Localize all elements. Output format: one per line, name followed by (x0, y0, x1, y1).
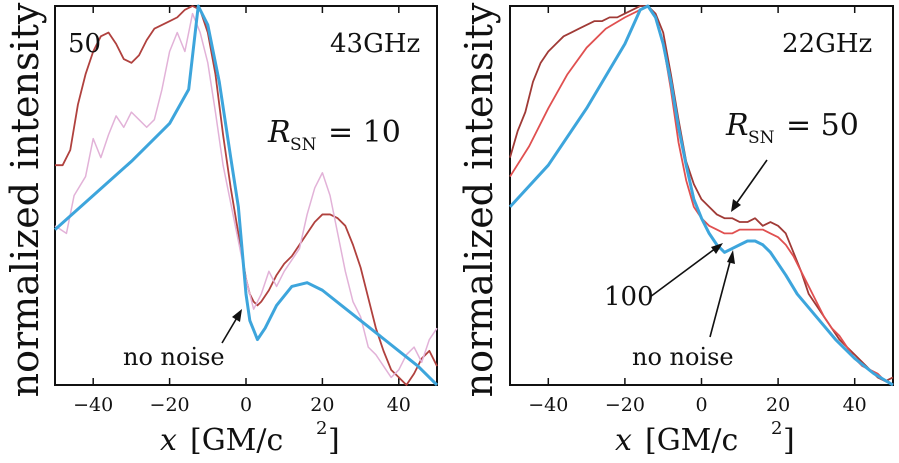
right-label-100: 100 (604, 282, 654, 312)
right-series-line-2 (509, 5, 894, 383)
left-xtick-label-3: 20 (310, 394, 334, 416)
left-no-noise-label: no noise (123, 343, 225, 371)
left-rsn-rhs: = 10 (328, 115, 401, 150)
left-series-line-1 (54, 12, 438, 379)
right-xtick-label-3: 20 (766, 394, 790, 416)
left-rsn-sub: SN (290, 135, 317, 155)
left-panel-tag: 43GHz (330, 29, 420, 59)
right-xlabel-var: x (615, 423, 632, 458)
right-no-noise-label: no noise (632, 343, 734, 371)
left-plot-frame (54, 5, 438, 386)
right-plot-frame (509, 5, 894, 386)
left-series-group (54, 4, 439, 387)
right-rsn-lhs: R (725, 108, 749, 143)
left-xlabel: x [GM/c 2 ] (160, 418, 340, 458)
left-series-line-2 (55, 5, 438, 386)
right-xticks: −40 −20 0 20 40 (528, 6, 867, 416)
left-xticks: −40 −20 0 20 40 (73, 6, 411, 416)
right-ylabel: normalized intensity (457, 2, 501, 397)
right-100-arrow (649, 243, 723, 298)
right-panel: normalized intensity −40 −20 0 20 40 22GHz R… (457, 2, 894, 458)
right-xtick-label-4: 40 (843, 394, 867, 416)
right-xlabel-exp: 2 (771, 418, 782, 439)
left-xtick-label-2: 0 (240, 394, 252, 416)
left-xtick-label-4: 40 (387, 394, 411, 416)
left-xtick-label-1: −20 (150, 394, 190, 416)
left-xlabel-close: ] (328, 423, 340, 458)
left-rsn-label: R SN = 10 (267, 115, 401, 155)
right-panel-tag: 22GHz (782, 29, 872, 59)
right-xtick-label-0: −40 (528, 394, 568, 416)
right-xtick-label-1: −20 (605, 394, 645, 416)
left-xlabel-var: x (160, 423, 177, 458)
left-annotation-50: 50 (68, 29, 101, 59)
right-xlabel-close: ] (783, 423, 795, 458)
right-rsn-sub: SN (748, 128, 775, 148)
right-xlabel-unit: [GM/c (645, 423, 738, 458)
right-no-noise-arrow (709, 250, 735, 338)
left-ylabel: normalized intensity (3, 2, 47, 397)
right-rsn-arrow (731, 159, 768, 212)
left-xlabel-exp: 2 (316, 418, 327, 439)
right-rsn-rhs: = 50 (786, 108, 859, 143)
right-xlabel: x [GM/c 2 ] (615, 418, 795, 458)
right-series-group (508, 4, 894, 387)
right-series-line-0 (508, 4, 894, 387)
left-panel: normalized intensity −40 −20 0 20 40 50 43GH… (3, 2, 439, 458)
right-series-line-1 (509, 5, 894, 386)
right-xtick-label-2: 0 (695, 394, 707, 416)
left-no-noise-arrow (221, 309, 242, 344)
left-series-line-0 (54, 4, 439, 387)
left-xlabel-unit: [GM/c (190, 423, 283, 458)
left-xtick-label-0: −40 (73, 394, 113, 416)
right-rsn-label: R SN = 50 (725, 108, 859, 148)
left-rsn-lhs: R (267, 115, 291, 150)
